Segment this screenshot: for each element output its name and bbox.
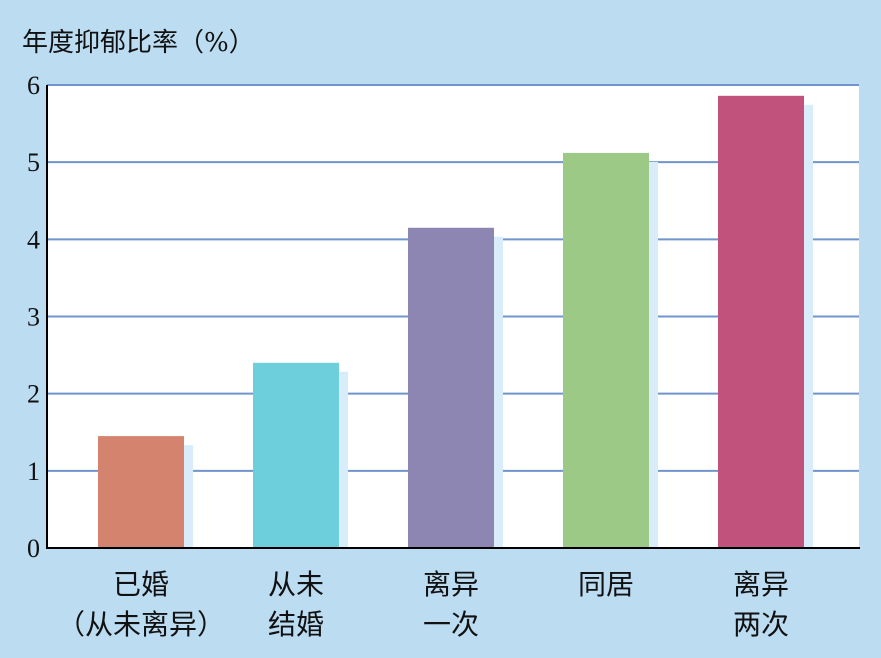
bar-1: [98, 436, 184, 548]
y-tick-label-1: 1: [27, 457, 40, 486]
y-axis-label: 年度抑郁比率（%）: [22, 28, 255, 58]
y-tick-label-3: 3: [27, 303, 40, 332]
y-tick-labels: 0 1 2 3 4 5 6: [27, 71, 40, 563]
y-tick-label-0: 0: [27, 534, 40, 563]
bar-3: [408, 227, 494, 548]
category-label-2-1: 从未: [268, 568, 324, 601]
category-label-1-2: （从未离异）: [57, 608, 225, 641]
category-label-4-1: 同居: [578, 568, 634, 601]
y-tick-label-2: 2: [27, 380, 40, 409]
y-tick-label-4: 4: [27, 225, 40, 254]
bar-4: [563, 152, 649, 548]
bar-5: [718, 95, 804, 548]
category-label-2-2: 结婚: [268, 608, 324, 641]
bar-2: [253, 362, 339, 548]
category-label-3-1: 离异: [423, 568, 479, 601]
y-tick-label-6: 6: [27, 71, 40, 100]
category-label-1-1: 已婚: [113, 568, 169, 601]
category-label-5-2: 两次: [733, 608, 789, 641]
y-tick-label-5: 5: [27, 148, 40, 177]
bars: [98, 95, 813, 548]
category-label-5-1: 离异: [733, 568, 789, 601]
category-label-3-2: 一次: [423, 608, 479, 641]
